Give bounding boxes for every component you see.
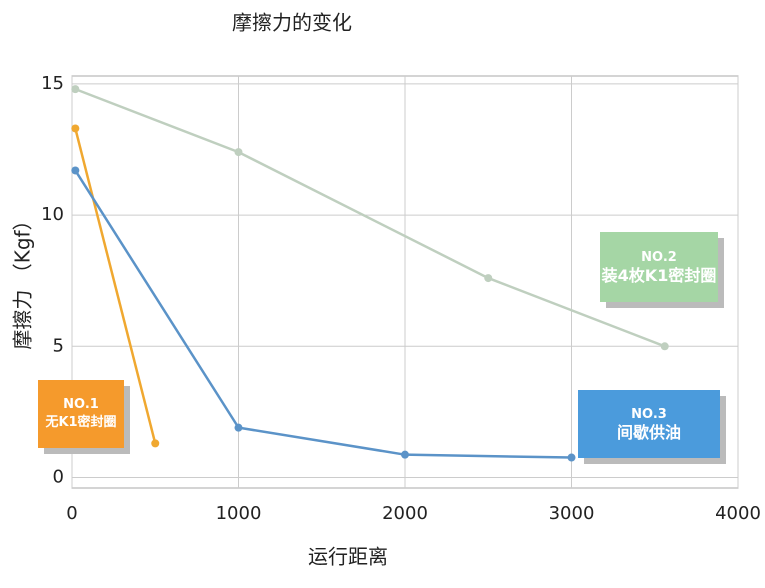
legend-box: NO.1 无K1密封圈: [38, 380, 124, 448]
x-tick-label: 0: [66, 503, 77, 524]
series-line: [74, 169, 572, 459]
y-tick-label: 5: [53, 335, 64, 356]
legend-box: NO.2 装4枚K1密封圈: [600, 232, 718, 302]
chart-title: 摩擦力的变化: [232, 11, 352, 35]
data-point: [660, 342, 669, 351]
data-point: [71, 85, 80, 94]
legend-name: NO.1: [63, 397, 99, 412]
y-tick-label: 10: [41, 204, 64, 225]
series-line: [74, 128, 157, 444]
y-tick-label: 0: [53, 467, 64, 488]
data-point: [567, 453, 576, 462]
legend-note: 无K1密封圈: [45, 415, 117, 430]
legend-name: NO.2: [641, 250, 677, 265]
data-point: [151, 439, 160, 448]
data-point: [484, 274, 493, 283]
legend-box: NO.3 间歇供油: [578, 390, 720, 458]
legend-note: 装4枚K1密封圈: [601, 266, 717, 285]
x-tick-label: 4000: [715, 503, 761, 524]
y-tick-label: 15: [41, 73, 64, 94]
y-axis-label: 摩擦力 （Kgf）: [11, 210, 35, 349]
data-point: [234, 148, 243, 157]
data-point: [401, 450, 409, 459]
series-line: [74, 87, 666, 348]
x-tick-label: 3000: [549, 503, 595, 524]
legend-note: 间歇供油: [616, 423, 681, 442]
x-tick-label: 2000: [382, 503, 428, 524]
data-point: [71, 124, 80, 133]
x-tick-label: 1000: [216, 503, 262, 524]
x-axis-label: 运行距离: [308, 545, 388, 569]
data-point: [71, 166, 80, 175]
legend-name: NO.3: [631, 407, 667, 422]
data-point: [234, 423, 243, 432]
